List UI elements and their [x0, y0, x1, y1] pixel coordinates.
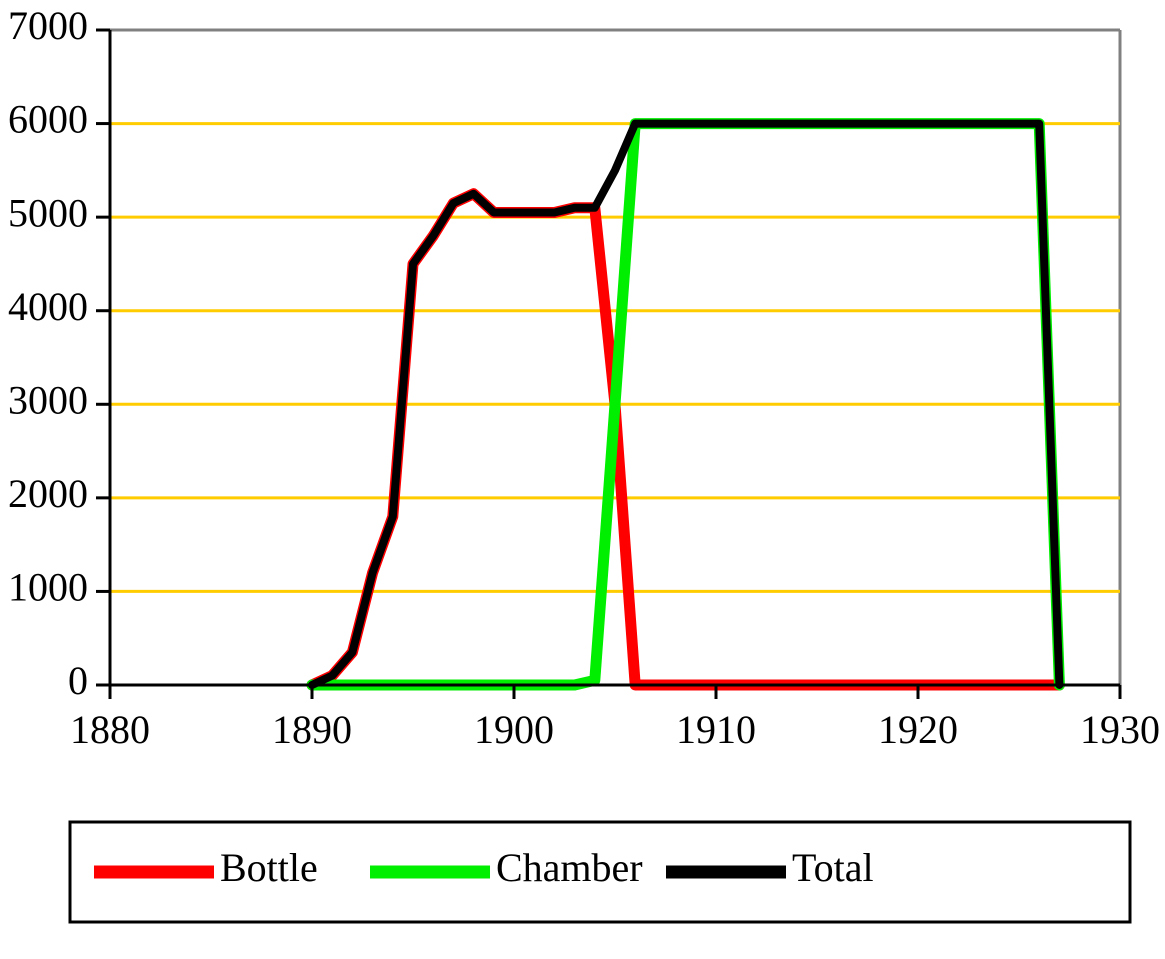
y-tick-label: 6000: [8, 97, 88, 142]
legend-label: Chamber: [496, 845, 643, 890]
y-tick-label: 3000: [8, 377, 88, 422]
x-tick-label: 1880: [70, 707, 150, 752]
y-tick-label: 4000: [8, 284, 88, 329]
y-tick-label: 2000: [8, 471, 88, 516]
x-tick-label: 1890: [272, 707, 352, 752]
y-tick-label: 7000: [8, 3, 88, 48]
legend-label: Bottle: [220, 845, 318, 890]
chart-container: 0 1000 2000 3000 4000 5000 6000 7000 1880 1890 190…: [0, 0, 1165, 959]
line-chart: 0 1000 2000 3000 4000 5000 6000 7000 1880 1890 190…: [0, 0, 1165, 959]
x-tick-label: 1900: [474, 707, 554, 752]
x-tick-label: 1910: [676, 707, 756, 752]
y-tick-label: 5000: [8, 190, 88, 235]
y-tick-label: 0: [68, 658, 88, 703]
x-tick-label: 1930: [1080, 707, 1160, 752]
x-tick-label: 1920: [878, 707, 958, 752]
y-tick-label: 1000: [8, 565, 88, 610]
legend-label: Total: [792, 845, 874, 890]
